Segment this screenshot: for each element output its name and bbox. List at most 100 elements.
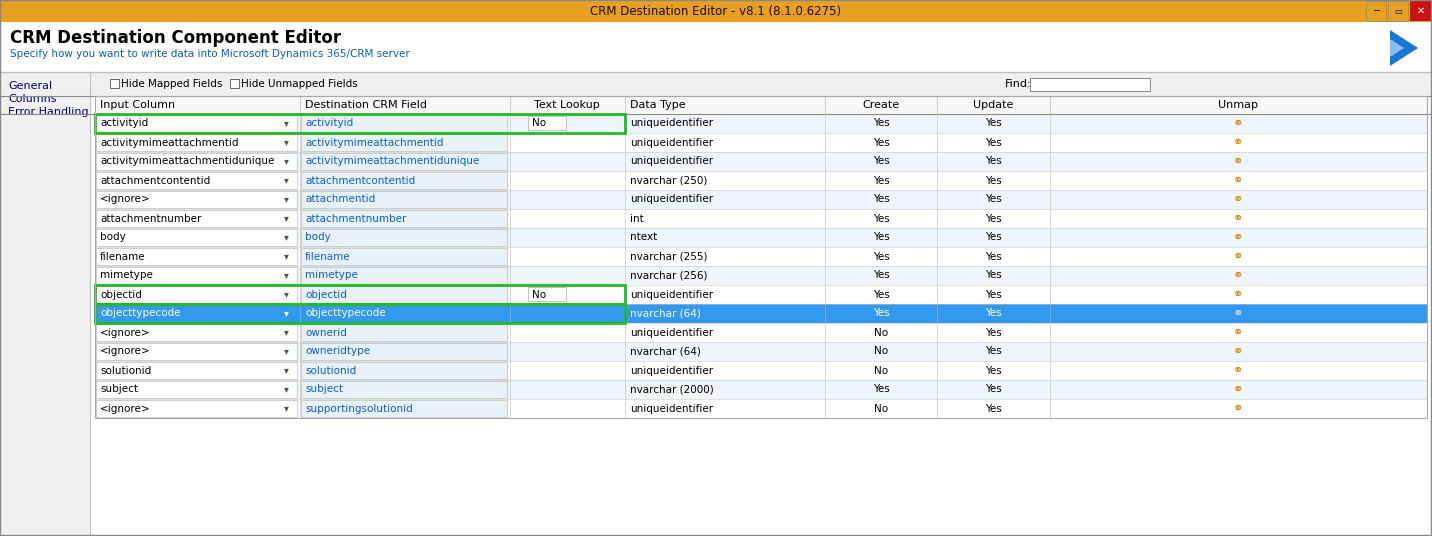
Bar bbox=[96, 343, 296, 360]
Text: ⚭: ⚭ bbox=[1233, 250, 1243, 263]
Text: Error Handling: Error Handling bbox=[9, 107, 89, 117]
Text: ⚭: ⚭ bbox=[1233, 269, 1243, 282]
Bar bbox=[1030, 78, 1150, 91]
Text: Yes: Yes bbox=[872, 213, 889, 224]
Text: solutionid: solutionid bbox=[100, 366, 152, 376]
Text: attachmentnumber: attachmentnumber bbox=[100, 213, 202, 224]
Text: Yes: Yes bbox=[872, 233, 889, 242]
Text: Yes: Yes bbox=[985, 384, 1001, 394]
Text: uniqueidentifier: uniqueidentifier bbox=[630, 118, 713, 129]
Bar bbox=[96, 229, 296, 246]
Text: ownerid: ownerid bbox=[305, 327, 347, 338]
Bar bbox=[301, 343, 507, 360]
Text: CRM Destination Component Editor: CRM Destination Component Editor bbox=[10, 29, 341, 47]
Bar bbox=[96, 172, 296, 189]
Text: Find:: Find: bbox=[1005, 79, 1031, 89]
Text: Create: Create bbox=[862, 100, 899, 110]
Bar bbox=[95, 209, 1428, 228]
Bar bbox=[95, 171, 1428, 190]
Bar bbox=[96, 267, 296, 284]
Text: Yes: Yes bbox=[872, 157, 889, 167]
Text: ▾: ▾ bbox=[284, 213, 288, 224]
Text: No: No bbox=[874, 346, 888, 356]
Text: activitymimeattachmentidunique: activitymimeattachmentidunique bbox=[305, 157, 480, 167]
Text: ▾: ▾ bbox=[284, 233, 288, 242]
Text: Yes: Yes bbox=[872, 309, 889, 318]
Text: Yes: Yes bbox=[985, 213, 1001, 224]
Bar bbox=[301, 153, 507, 170]
Text: ⚭: ⚭ bbox=[1233, 212, 1243, 225]
Text: nvarchar (255): nvarchar (255) bbox=[630, 251, 707, 262]
Polygon shape bbox=[1390, 39, 1403, 57]
Polygon shape bbox=[1390, 30, 1418, 66]
Text: Yes: Yes bbox=[872, 251, 889, 262]
Bar bbox=[90, 72, 1432, 96]
Text: activitymimeattachmentidunique: activitymimeattachmentidunique bbox=[100, 157, 275, 167]
Text: activityid: activityid bbox=[305, 118, 354, 129]
Text: nvarchar (64): nvarchar (64) bbox=[630, 346, 700, 356]
Text: Yes: Yes bbox=[985, 366, 1001, 376]
Text: No: No bbox=[533, 289, 546, 300]
Text: nvarchar (64): nvarchar (64) bbox=[630, 309, 700, 318]
Text: ▾: ▾ bbox=[284, 404, 288, 413]
Bar bbox=[95, 266, 1428, 285]
Text: ▾: ▾ bbox=[284, 327, 288, 338]
Text: Yes: Yes bbox=[872, 195, 889, 205]
Text: ⚭: ⚭ bbox=[1233, 174, 1243, 187]
Text: No: No bbox=[874, 327, 888, 338]
Text: Destination CRM Field: Destination CRM Field bbox=[305, 100, 427, 110]
Text: ✕: ✕ bbox=[1416, 6, 1425, 16]
Text: mimetype: mimetype bbox=[305, 271, 358, 280]
Bar bbox=[95, 285, 1428, 304]
Text: attachmentid: attachmentid bbox=[305, 195, 375, 205]
Text: filename: filename bbox=[305, 251, 351, 262]
Text: Yes: Yes bbox=[985, 251, 1001, 262]
Text: <ignore>: <ignore> bbox=[100, 404, 150, 413]
Text: ⚭: ⚭ bbox=[1233, 231, 1243, 244]
Text: ▾: ▾ bbox=[284, 157, 288, 167]
Text: Yes: Yes bbox=[985, 289, 1001, 300]
Text: ▾: ▾ bbox=[284, 251, 288, 262]
Bar bbox=[301, 286, 507, 303]
Bar bbox=[95, 114, 624, 133]
Text: General: General bbox=[9, 81, 52, 91]
Bar bbox=[95, 190, 1428, 209]
Text: <ignore>: <ignore> bbox=[100, 346, 150, 356]
Text: ⚭: ⚭ bbox=[1233, 402, 1243, 415]
Bar bbox=[301, 191, 507, 208]
Bar bbox=[95, 399, 1428, 418]
Bar bbox=[301, 400, 507, 417]
Text: uniqueidentifier: uniqueidentifier bbox=[630, 289, 713, 300]
Text: ⚭: ⚭ bbox=[1233, 383, 1243, 396]
Text: Yes: Yes bbox=[872, 271, 889, 280]
Text: attachmentnumber: attachmentnumber bbox=[305, 213, 407, 224]
Bar bbox=[301, 134, 507, 151]
Text: ▾: ▾ bbox=[284, 346, 288, 356]
Text: Yes: Yes bbox=[872, 384, 889, 394]
Bar bbox=[96, 362, 296, 379]
Text: nvarchar (2000): nvarchar (2000) bbox=[630, 384, 713, 394]
Bar bbox=[301, 248, 507, 265]
Bar bbox=[1388, 1, 1408, 21]
Text: filename: filename bbox=[100, 251, 146, 262]
Text: Yes: Yes bbox=[985, 233, 1001, 242]
Text: No: No bbox=[874, 404, 888, 413]
Text: supportingsolutionid: supportingsolutionid bbox=[305, 404, 412, 413]
Bar bbox=[96, 324, 296, 341]
Bar bbox=[96, 210, 296, 227]
Text: Yes: Yes bbox=[985, 175, 1001, 185]
Text: objecttypecode: objecttypecode bbox=[305, 309, 385, 318]
Text: Data Type: Data Type bbox=[630, 100, 686, 110]
Text: No: No bbox=[874, 366, 888, 376]
Text: ▾: ▾ bbox=[284, 271, 288, 280]
Bar bbox=[96, 305, 296, 322]
Text: uniqueidentifier: uniqueidentifier bbox=[630, 195, 713, 205]
Bar bbox=[301, 267, 507, 284]
Text: Yes: Yes bbox=[985, 195, 1001, 205]
Bar bbox=[95, 133, 1428, 152]
Text: Yes: Yes bbox=[985, 271, 1001, 280]
Text: ntext: ntext bbox=[630, 233, 657, 242]
Text: activitymimeattachmentid: activitymimeattachmentid bbox=[100, 138, 239, 147]
Text: ⚭: ⚭ bbox=[1233, 307, 1243, 320]
Text: objecttypecode: objecttypecode bbox=[100, 309, 180, 318]
